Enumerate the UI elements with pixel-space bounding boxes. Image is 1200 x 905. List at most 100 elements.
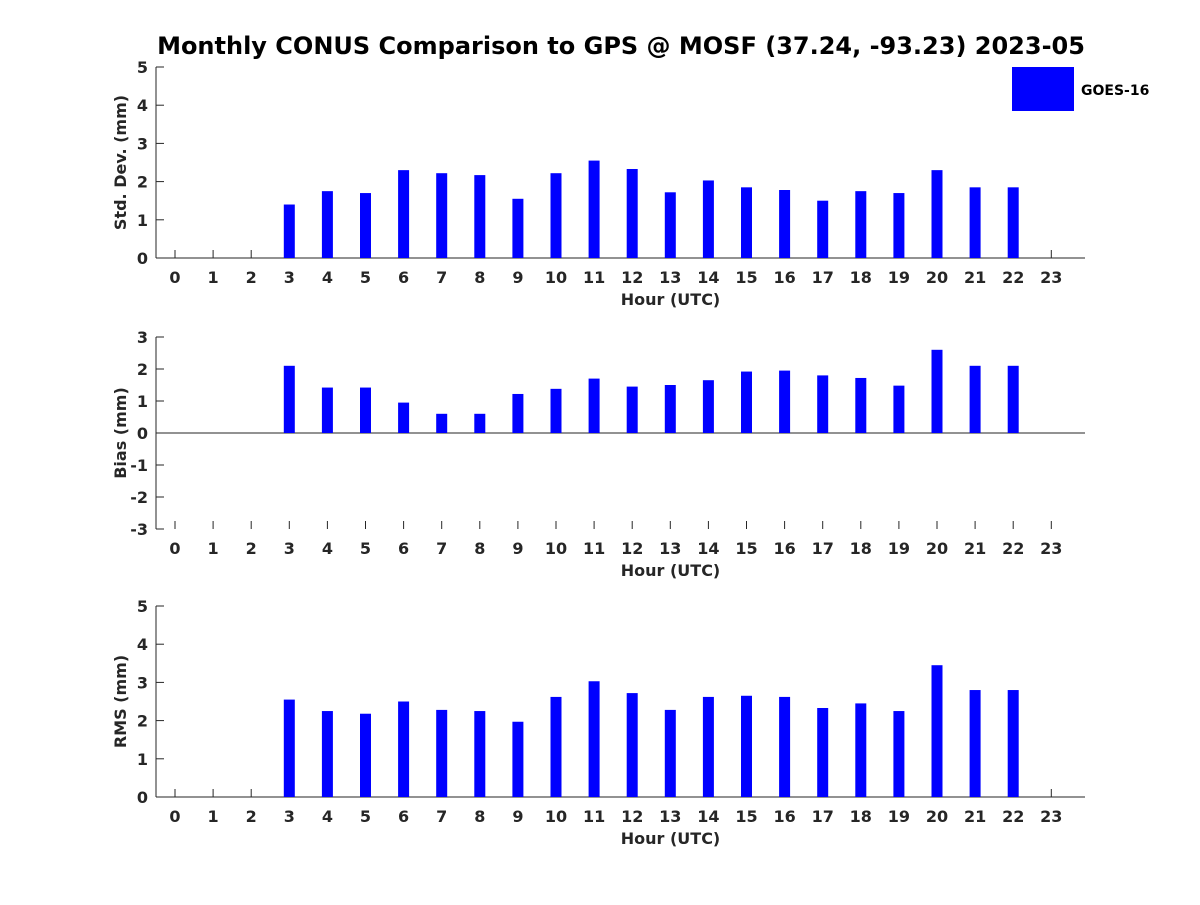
x-tick-label: 12 [621,268,643,287]
bar-hour-10 [550,388,562,433]
bar-hour-17 [817,200,829,258]
bar-hour-7 [436,709,448,797]
y-tick-label: 5 [137,58,148,77]
bar-hour-7 [436,173,448,258]
x-tick-label: 11 [583,268,605,287]
x-tick-label: 9 [512,268,523,287]
bar-hour-3 [283,365,295,433]
x-tick-label: 4 [322,268,333,287]
bar-hour-5 [360,713,371,797]
x-tick-label: 8 [474,539,485,558]
x-tick-label: 10 [545,539,567,558]
bar-hour-20 [931,349,943,433]
x-tick-label: 17 [812,268,834,287]
x-tick-label: 21 [964,539,986,558]
bar-hour-17 [817,375,829,433]
bar-hour-3 [283,204,295,258]
x-tick-label: 2 [246,539,257,558]
x-tick-label: 17 [812,539,834,558]
bar-hour-22 [1007,365,1019,433]
legend-swatch [1012,67,1074,111]
x-tick-label: 6 [398,807,409,826]
bar-hour-7 [436,413,448,433]
bar-hour-14 [702,696,714,797]
x-tick-label: 9 [512,807,523,826]
x-tick-label: 21 [964,268,986,287]
y-tick-label: 4 [137,635,148,654]
bar-hour-15 [741,371,752,433]
x-tick-label: 5 [360,807,371,826]
bar-hour-13 [664,709,676,797]
bar-hour-13 [664,385,676,433]
x-tick-label: 16 [773,268,795,287]
x-tick-label: 19 [888,539,910,558]
y-tick-label: 0 [137,788,148,807]
x-tick-label: 7 [436,807,447,826]
x-tick-label: 1 [208,807,219,826]
y-tick-label: 3 [137,328,148,347]
bar-hour-3 [283,699,295,797]
y-tick-label: 5 [137,597,148,616]
x-tick-label: 15 [735,807,757,826]
x-tick-label: 23 [1040,807,1062,826]
bar-hour-22 [1007,187,1019,258]
bar-hour-11 [588,160,600,258]
bar-hour-8 [474,413,486,433]
x-tick-label: 22 [1002,807,1024,826]
bar-hour-14 [702,180,714,258]
bar-hour-11 [588,681,600,797]
x-tick-label: 0 [169,539,180,558]
x-tick-label: 14 [697,268,719,287]
x-tick-label: 2 [246,268,257,287]
x-tick-label: 9 [512,539,523,558]
x-tick-label: 14 [697,539,719,558]
y-tick-label: 0 [137,424,148,443]
bar-hour-19 [893,711,905,797]
bar-hour-5 [360,387,371,433]
bar-hour-12 [626,386,638,433]
bar-hour-5 [360,193,371,258]
bar-hour-11 [588,378,600,433]
x-tick-label: 22 [1002,268,1024,287]
bar-hour-15 [741,695,752,797]
bar-hour-12 [626,168,638,258]
legend-label: GOES-16 [1081,83,1149,99]
y-tick-label: 4 [137,96,148,115]
x-tick-label: 18 [850,268,872,287]
y-tick-label: -2 [130,488,148,507]
y-tick-label: 1 [137,392,148,411]
bar-hour-4 [321,191,333,258]
x-tick-label: 15 [735,539,757,558]
y-tick-label: 0 [137,249,148,268]
y-tick-label: -3 [130,520,148,539]
x-tick-label: 11 [583,539,605,558]
chart-title: Monthly CONUS Comparison to GPS @ MOSF (… [157,32,1085,60]
bar-hour-6 [398,701,410,797]
x-tick-label: 0 [169,268,180,287]
y-axis-label: Std. Dev. (mm) [111,95,130,230]
x-axis-label: Hour (UTC) [621,829,721,848]
x-tick-label: 18 [850,539,872,558]
x-tick-label: 1 [208,539,219,558]
x-tick-label: 17 [812,807,834,826]
bar-hour-4 [321,711,333,797]
x-tick-label: 3 [284,268,295,287]
y-tick-label: 2 [137,173,148,192]
x-tick-label: 5 [360,539,371,558]
x-tick-label: 22 [1002,539,1024,558]
bar-hour-13 [664,192,676,258]
x-tick-label: 13 [659,539,681,558]
y-axis-label: RMS (mm) [111,655,130,748]
x-tick-label: 19 [888,807,910,826]
x-tick-label: 15 [735,268,757,287]
bar-hour-4 [321,387,333,433]
x-tick-label: 23 [1040,539,1062,558]
y-tick-label: 3 [137,134,148,153]
x-tick-label: 8 [474,807,485,826]
x-tick-label: 1 [208,268,219,287]
bar-hour-22 [1007,690,1019,797]
